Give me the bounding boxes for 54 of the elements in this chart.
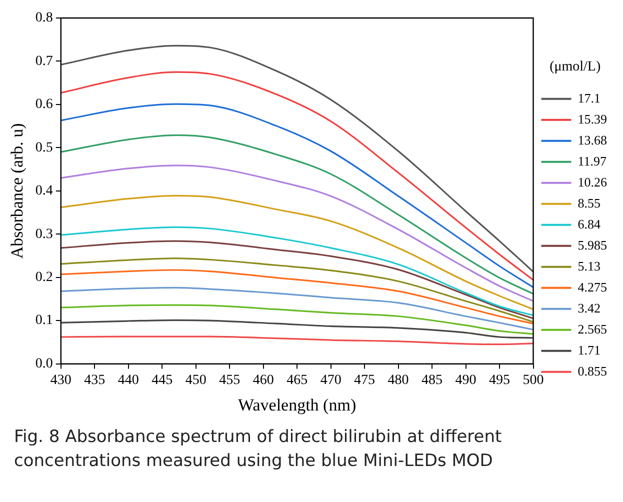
legend-label: 6.84 (578, 216, 601, 232)
y-tick-label: 0.6 (35, 97, 53, 112)
legend-label: 17.1 (578, 90, 600, 106)
line-series (60, 240, 534, 320)
line-series (60, 319, 534, 339)
legend-label: 10.26 (578, 174, 608, 190)
legend-label: 8.55 (578, 195, 600, 210)
legend-label: 1.71 (578, 342, 600, 358)
legend-label: 3.42 (578, 300, 600, 316)
legend-label: 0.855 (578, 363, 607, 378)
x-tick-label: 455 (219, 372, 240, 388)
legend-label: 13.68 (578, 132, 607, 148)
legend-label: 5.13 (578, 258, 600, 274)
legend-label: 11.97 (578, 153, 608, 168)
line-series (60, 194, 534, 310)
y-tick-label: 0.2 (35, 270, 53, 286)
line-series (60, 164, 534, 302)
legend-label: 2.565 (578, 321, 607, 336)
x-tick-label: 435 (84, 372, 106, 388)
x-axis-title: Wavelength (nm) (238, 395, 356, 414)
x-tick-label: 470 (320, 372, 342, 388)
y-tick-label: 0.4 (35, 184, 53, 199)
x-tick-label: 480 (388, 372, 409, 388)
x-tick-label: 500 (522, 372, 544, 388)
line-series (60, 103, 534, 288)
line-series (60, 304, 534, 335)
y-axis-title: Absorbance (arb. u) (8, 123, 27, 259)
y-tick-label: 0.5 (35, 140, 53, 156)
legend-label: 5.985 (578, 237, 607, 252)
y-tick-label: 0.3 (35, 226, 53, 242)
legend-title: (μmol/L) (550, 59, 601, 74)
line-series (60, 134, 534, 295)
y-tick-label: 0.8 (35, 10, 53, 26)
x-tick-label: 485 (422, 372, 443, 388)
x-tick-label: 430 (50, 372, 72, 388)
x-tick-label: 450 (185, 372, 206, 388)
line-series (60, 336, 534, 346)
y-tick-label: 0.1 (35, 313, 53, 328)
x-tick-label: 460 (252, 372, 274, 388)
x-tick-label: 495 (489, 372, 510, 388)
legend-label: 4.275 (578, 279, 607, 294)
x-tick-label: 465 (286, 372, 308, 388)
y-tick-label: 0.7 (35, 54, 53, 69)
x-tick-label: 445 (152, 372, 173, 388)
x-tick-label: 475 (354, 372, 376, 388)
line-series (60, 269, 534, 324)
x-tick-label: 490 (455, 372, 476, 388)
line-series (60, 226, 534, 316)
line-series (60, 258, 534, 323)
line-series (60, 286, 534, 330)
legend-label: 15.39 (578, 111, 607, 126)
x-tick-label: 440 (118, 372, 139, 388)
caption: Fig. 8 Absorbance spectrum of direct bilirubin at different concentrations measured using the blue Mini-LEDs MOD (14, 426, 503, 473)
y-tick-label: 0.0 (35, 356, 53, 372)
